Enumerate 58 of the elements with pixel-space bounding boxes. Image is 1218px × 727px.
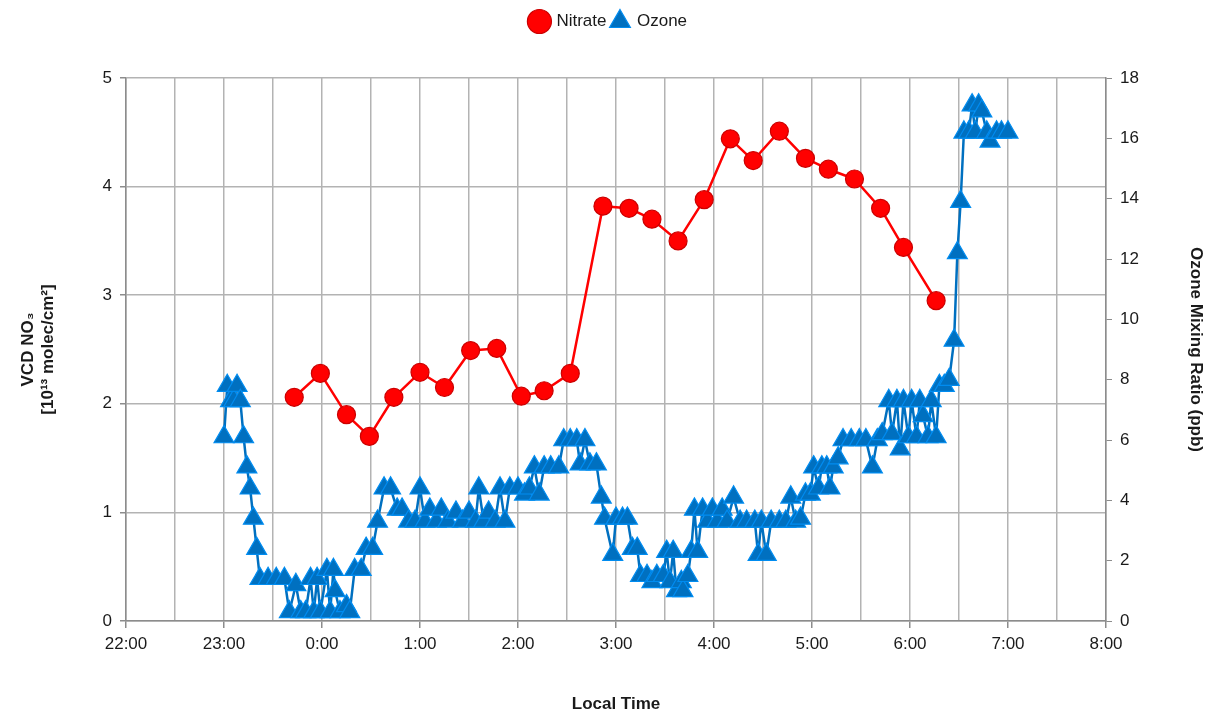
x-tick-label: 22:00 [104,633,148,653]
point [284,387,304,407]
point [694,190,714,210]
point [619,198,639,218]
point [818,159,838,179]
x-tick-label: 1:00 [403,633,437,653]
point [336,405,357,425]
y-tick-label: 4 [102,176,112,196]
point [844,169,865,189]
y2-axis-title: Ozone Mixing Ratio (ppb) [1187,247,1207,452]
point [511,386,531,406]
y2-tick-label: 10 [1120,309,1139,329]
x-tick-label: 5:00 [795,633,829,653]
y2-tick-label: 8 [1120,369,1130,389]
y2-tick-label: 0 [1120,610,1130,630]
x-tick-label: 8:00 [1089,633,1123,653]
point [560,363,580,383]
y-tick-label: 3 [102,284,112,304]
y2-tick-label: 4 [1120,490,1130,510]
point [743,150,763,171]
point [720,129,740,149]
y2-tick-label: 6 [1120,429,1130,449]
point [359,426,379,446]
x-tick-label: 0:00 [305,633,339,653]
point [434,377,455,398]
x-tick-label: 3:00 [599,633,633,653]
legend-label: Nitrate [556,11,607,31]
point [795,148,816,168]
point [310,363,330,383]
y2-tick-label: 12 [1120,248,1139,268]
y-tick-label: 5 [102,67,112,87]
y-tick-label: 2 [102,393,112,413]
point [534,381,554,401]
y2-tick-label: 14 [1120,188,1139,208]
point [642,209,662,229]
point [410,362,430,382]
x-tick-label: 23:00 [202,633,246,653]
x-tick-label: 2:00 [501,633,535,653]
y-tick-label: 0 [102,610,112,630]
y2-tick-label: 2 [1120,550,1130,570]
point [893,237,914,258]
y2-tick-label: 18 [1120,67,1139,87]
point [461,340,481,361]
y-tick-label: 1 [102,502,112,522]
x-tick-label: 4:00 [697,633,731,653]
x-tick-label: 7:00 [991,633,1025,653]
y2-tick-label: 16 [1120,128,1139,148]
legend-label: Ozone [636,11,688,31]
x-tick-label: 6:00 [893,633,927,653]
point [769,121,789,141]
point [871,198,891,218]
point [926,291,946,311]
point [487,338,507,359]
point [384,387,404,407]
y-axis-title: VCD NO₃ [10¹³ molec/cm²] [17,284,58,415]
point [668,231,688,251]
point [593,196,613,216]
x-axis-title: Local Time [571,694,661,714]
